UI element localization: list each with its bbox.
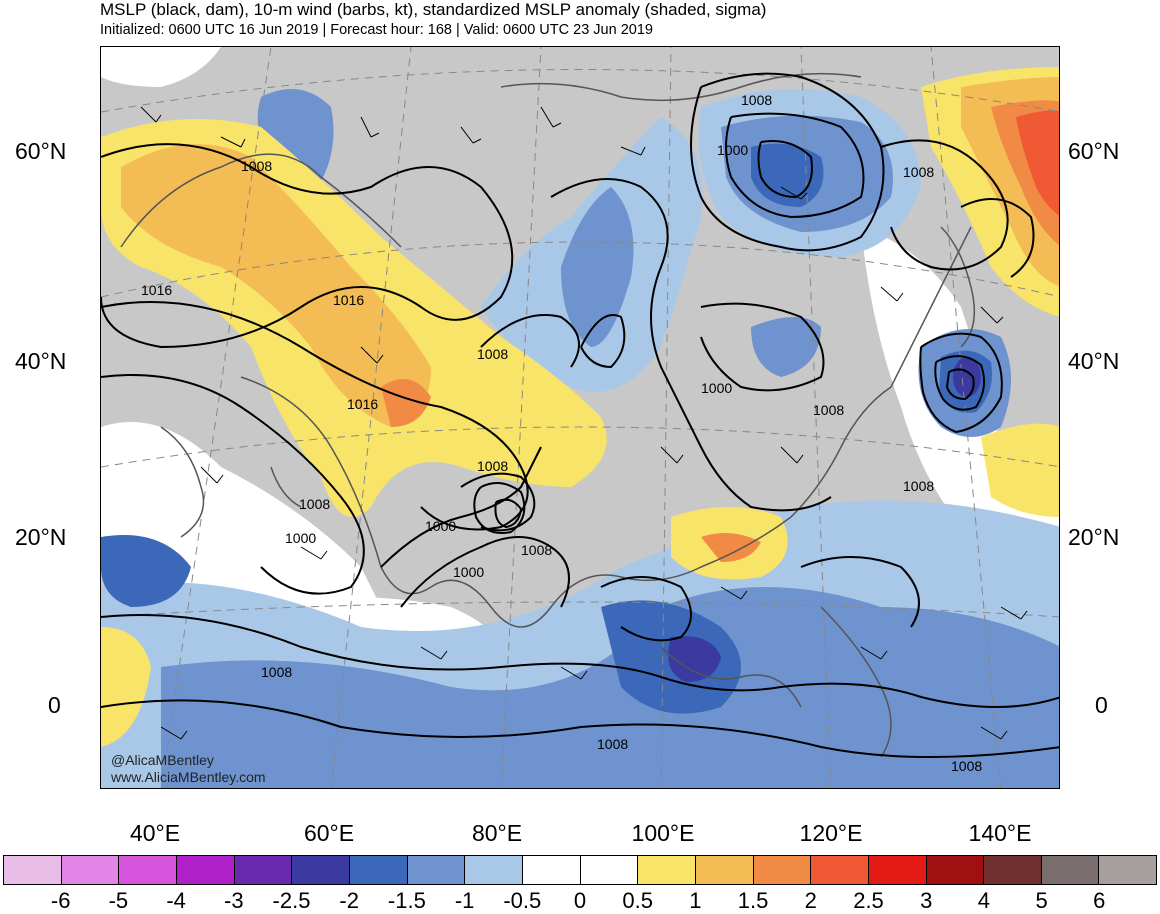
colorbar-tick-label: -0.5 [503,888,542,913]
colorbar-tick-label: 0.5 [622,888,653,913]
colorbar-swatch [753,856,812,884]
colorbar-tick-label: -5 [108,888,129,913]
lon-label: 100°E [631,820,695,846]
contour-label-group: 1008 1016 1016 1000 1008 1000 1008 1000 … [141,92,982,774]
map-panel: 1008 1016 1016 1000 1008 1000 1008 1000 … [100,46,1060,789]
anomaly-zone-orange-south-china [701,533,761,562]
contour-label: 1008 [477,346,508,362]
contour-label: 1008 [951,758,982,774]
lat-label-left: 40°N [15,348,67,374]
colorbar-swatch [811,856,869,884]
lon-label: 120°E [799,820,863,846]
map-subtitle: Initialized: 0600 UTC 16 Jun 2019 | Fore… [100,22,653,38]
colorbar-tick-label: 5 [1035,888,1048,913]
colorbar-tick-label: -1.5 [387,888,426,913]
colorbar-swatch [580,856,639,884]
lon-label: 80°E [471,820,523,846]
contour-label: 1008 [741,92,772,108]
colorbar-tick-label: 2 [804,888,817,913]
lon-label: 40°E [129,820,181,846]
colorbar-swatch [349,856,408,884]
colorbar-swatch [984,856,1042,884]
contour-label: 1000 [453,564,484,580]
colorbar-tick-label: -1 [454,888,475,913]
colorbar-tick-label: -3 [224,888,244,913]
colorbar-tick-label: -2.5 [272,888,311,913]
anomaly-zone-light-orange-europe [121,144,431,427]
coastlines [120,72,976,758]
colorbar-tick-label: 4 [977,888,991,913]
graticule [101,47,1059,788]
anomaly-zone-yellow-pacific [981,423,1059,517]
anomaly-zone-mid-blue-south [161,587,1059,788]
colorbar-swatch [407,856,466,884]
anomaly-zone-yellow-africa [101,627,151,747]
lat-label-left: 20°N [15,524,67,550]
contour-label: 1008 [903,164,934,180]
colorbar [3,855,1157,885]
contour-label: 1008 [813,402,844,418]
contour-label: 1008 [521,542,552,558]
colorbar-swatch [465,856,523,884]
lat-label-right: 0 [1095,692,1108,718]
contour-label: 1008 [903,478,934,494]
anomaly-zone-blue-africa [101,535,191,607]
colorbar-swatch [1041,856,1100,884]
anomaly-zone-orange-central-asia [381,379,431,427]
colorbar-swatch [119,856,177,884]
contour-label: 1008 [597,736,628,752]
colorbar-swatch [1099,856,1157,884]
colorbar-tick-label: 6 [1093,888,1106,913]
contour-label: 1008 [241,158,272,174]
contour-label: 1016 [347,396,378,412]
colorbar-swatch [234,856,293,884]
colorbar-tick-label: 1 [689,888,702,913]
anomaly-map: 1008 1016 1016 1000 1008 1000 1008 1000 … [101,47,1059,788]
lon-label: 60°E [303,820,355,846]
lat-label-right: 20°N [1068,524,1120,550]
contour-label: 1000 [285,530,316,546]
contour-label: 1000 [701,380,732,396]
lat-label-left: 0 [48,692,61,718]
colorbar-swatch [522,856,581,884]
colorbar-tick-label: 2.5 [853,888,884,913]
colorbar-tick-label: -2 [339,888,359,913]
contour-label: 1000 [717,142,748,158]
colorbar-swatch [926,856,985,884]
anomaly-zone-mid-blue-central [561,187,634,347]
colorbar-swatch [292,856,350,884]
contour-label: 1016 [333,292,364,308]
colorbar-swatch [638,856,696,884]
lat-label-right: 60°N [1068,138,1120,164]
contour-label: 1008 [477,458,508,474]
colorbar-tick-label: 3 [920,888,933,913]
colorbar-tick-label: -6 [50,888,71,913]
colorbar-tick-label: 1.5 [737,888,769,913]
colorbar-swatch [868,856,927,884]
contour-label: 1008 [299,496,330,512]
wind-barbs [140,106,1028,740]
colorbar-swatch [176,856,235,884]
anomaly-zone-red-east-siberia [1016,110,1059,216]
anomaly-zone-mid-blue-mongolia [751,317,821,377]
contour-label: 1000 [425,518,456,534]
anomaly-zone-white-north [101,47,221,87]
colorbar-swatch [61,856,120,884]
contour-label: 1016 [141,282,172,298]
lon-label: 140°E [968,820,1032,846]
colorbar-swatch [4,856,62,884]
credit-site: www.AliciaMBentley.com [111,769,266,785]
map-title: MSLP (black, dam), 10-m wind (barbs, kt)… [100,0,767,19]
colorbar-tick-label: -4 [166,888,186,913]
lat-label-right: 40°N [1068,348,1120,374]
lat-label-left: 60°N [15,138,67,164]
anomaly-zone-navy-south [668,636,721,682]
mslp-contours [101,72,1059,758]
colorbar-tick-label: 0 [573,888,587,913]
credit-handle: @AlicaMBentley [111,752,214,768]
contour-label: 1008 [261,664,292,680]
colorbar-swatch [695,856,754,884]
